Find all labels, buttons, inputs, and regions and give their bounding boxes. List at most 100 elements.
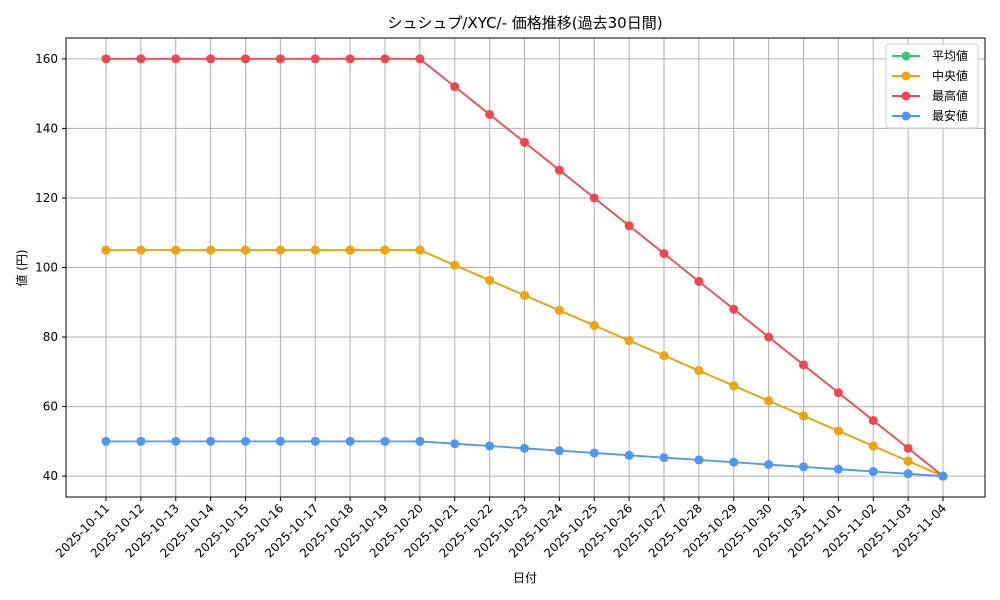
data-point [903, 469, 913, 479]
legend-label: 最高値 [932, 88, 968, 103]
data-point [275, 54, 285, 64]
data-point [101, 54, 111, 64]
x-axis-label: 日付 [513, 571, 537, 585]
data-point [101, 436, 111, 446]
y-tick-label: 120 [35, 191, 58, 205]
data-point [624, 450, 634, 460]
data-point [241, 245, 250, 255]
data-point [833, 388, 843, 398]
data-point [624, 336, 634, 346]
data-point [345, 436, 355, 446]
data-point [903, 456, 913, 466]
data-point [589, 193, 599, 203]
data-point [903, 443, 913, 453]
y-tick-label: 140 [35, 121, 58, 135]
data-point [380, 54, 390, 64]
y-axis: 40 60 80 100 120 140 160 [35, 52, 66, 483]
data-point [799, 462, 808, 472]
data-point [171, 54, 181, 64]
data-point [275, 436, 285, 446]
data-point [659, 249, 669, 259]
data-point [485, 275, 495, 285]
legend-label: 最安値 [932, 108, 968, 123]
chart-title: シュシュプ/XYC/- 価格推移(過去30日間) [387, 14, 662, 32]
y-tick-label: 160 [35, 52, 58, 66]
data-point [380, 436, 390, 446]
data-point [485, 441, 495, 451]
grid-lines [66, 38, 985, 497]
data-point [868, 467, 878, 477]
data-point [764, 332, 774, 342]
data-point [554, 165, 564, 175]
data-point [171, 245, 181, 255]
data-point [659, 453, 669, 463]
data-point [345, 245, 355, 255]
data-point [868, 416, 878, 425]
data-point [589, 448, 599, 458]
data-point [694, 276, 704, 286]
legend-marker-icon [901, 51, 911, 61]
legend-item: 最安値 [892, 108, 968, 123]
legend-label: 中央値 [932, 68, 968, 83]
data-point [624, 221, 634, 231]
x-axis: 2025-10-112025-10-122025-10-132025-10-14… [53, 497, 949, 560]
series-中央値 [101, 245, 948, 481]
data-point [275, 245, 285, 255]
data-point [799, 411, 808, 421]
y-tick-label: 80 [43, 330, 58, 344]
data-point [799, 360, 808, 370]
data-point [554, 305, 564, 315]
data-point [694, 366, 704, 376]
data-point [729, 457, 739, 467]
data-point [310, 436, 320, 446]
series-最安値 [101, 436, 948, 481]
data-point [868, 441, 878, 451]
data-point [241, 436, 250, 446]
data-point [101, 245, 111, 255]
data-point [450, 260, 460, 270]
data-point [938, 471, 948, 481]
data-point [345, 54, 355, 64]
y-tick-label: 60 [43, 400, 58, 414]
data-point [694, 455, 704, 465]
data-point [450, 82, 460, 92]
legend-marker-icon [901, 111, 911, 121]
legend-item: 中央値 [892, 68, 968, 83]
legend-box [885, 43, 979, 129]
data-point [450, 439, 460, 449]
legend-label: 平均値 [932, 48, 968, 63]
data-point [136, 436, 146, 446]
y-tick-label: 100 [35, 261, 58, 275]
data-point [520, 290, 529, 300]
data-point [136, 245, 146, 255]
data-point [171, 436, 181, 446]
y-axis-label: 値 (円) [14, 249, 29, 286]
data-point [764, 396, 774, 406]
data-point [380, 245, 390, 255]
data-point [136, 54, 146, 64]
legend-item: 平均値 [892, 48, 968, 63]
data-point [554, 446, 564, 456]
data-point [415, 436, 425, 446]
legend-marker-icon [901, 91, 911, 101]
data-point [729, 304, 739, 314]
legend-marker-icon [901, 71, 911, 81]
data-point [206, 436, 216, 446]
series-最高値 [101, 54, 948, 481]
data-point [659, 351, 669, 361]
data-point [310, 54, 320, 64]
data-point [241, 54, 250, 64]
data-point [833, 464, 843, 474]
data-point [485, 110, 495, 119]
data-point [310, 245, 320, 255]
data-point [520, 443, 529, 453]
data-point [520, 137, 529, 147]
data-point [764, 460, 774, 470]
legend-item: 最高値 [892, 88, 968, 103]
data-point [415, 245, 425, 255]
y-tick-label: 40 [43, 469, 58, 483]
data-point [206, 54, 216, 64]
data-point [833, 426, 843, 436]
